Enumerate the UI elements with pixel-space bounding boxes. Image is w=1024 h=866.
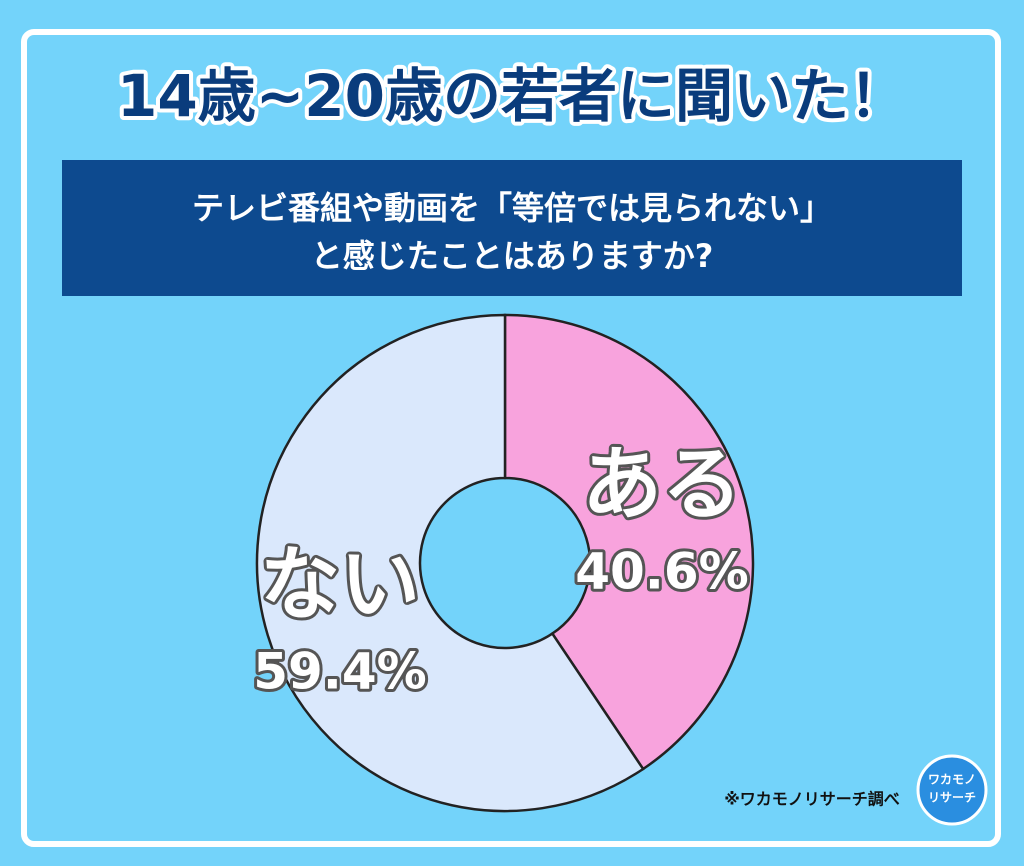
slice-label: ある	[582, 438, 742, 531]
donut-slice	[503, 313, 755, 771]
donut	[255, 313, 755, 813]
logo-text: リサーチ	[928, 791, 976, 805]
value-label: 40.6%	[575, 543, 748, 601]
question-line: と感じたことはありますか?	[311, 237, 714, 275]
logo-text: ワカモノ	[928, 773, 976, 787]
value-label: 59.4%	[253, 643, 426, 701]
chart-title: 14歳~20歳の若者に聞いた！	[117, 62, 907, 130]
donut-slice	[255, 313, 645, 813]
question-line: テレビ番組や動画を「等倍では見られない」	[192, 189, 832, 227]
source: ※ワカモノリサーチ調べ	[724, 790, 900, 809]
question-box	[62, 160, 962, 296]
logo-badge	[916, 754, 988, 826]
slice-label: ない	[260, 538, 420, 631]
